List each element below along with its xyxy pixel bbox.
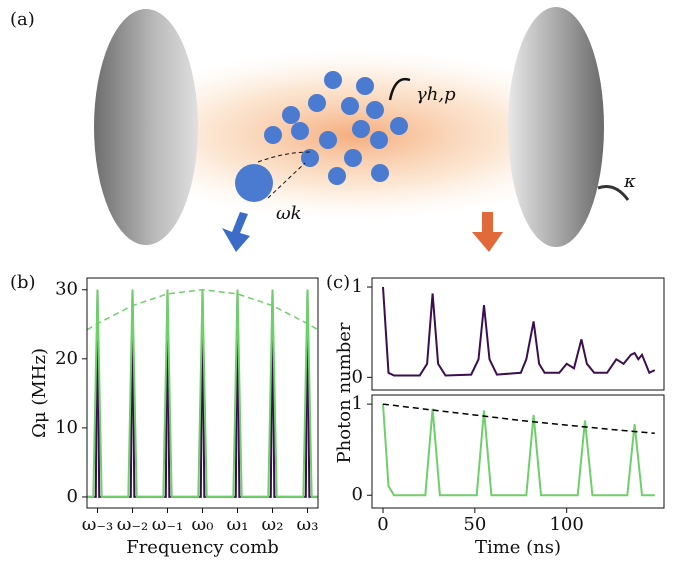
cavity-diagram: (a) γh,p κ ωk xyxy=(10,7,636,252)
blue-arrow xyxy=(222,212,250,252)
mirror-left xyxy=(94,9,198,245)
orange-arrow xyxy=(472,212,503,252)
x-tick-label: 0 xyxy=(377,514,388,535)
y-tick-label: 30 xyxy=(55,279,78,300)
gamma-label: γh,p xyxy=(416,84,456,105)
zoom-lines xyxy=(257,151,311,199)
plot-frame xyxy=(86,277,319,509)
y-tick-label: 1 xyxy=(352,393,363,414)
panel-label: (c) xyxy=(326,272,350,293)
y-tick-label: 20 xyxy=(55,348,78,369)
omega-label: ωk xyxy=(276,203,302,224)
series-line xyxy=(382,404,655,497)
y-tick-label: 0 xyxy=(352,366,363,387)
x-tick-label: ω₀ xyxy=(192,514,214,535)
x-tick-label: ω₋₁ xyxy=(152,514,183,535)
y-tick-label: 10 xyxy=(55,417,78,438)
panel-label: (b) xyxy=(10,272,36,293)
y-axis-label: Photon number xyxy=(334,322,355,463)
x-tick-label: ω₁ xyxy=(227,514,249,535)
x-tick-label: 50 xyxy=(463,514,486,535)
series-line xyxy=(382,286,656,377)
x-tick-label: 100 xyxy=(549,514,583,535)
y-tick-label: 0 xyxy=(352,484,363,505)
decay-arrow xyxy=(388,77,411,101)
kappa-label: κ xyxy=(623,171,636,192)
y-tick-label: 1 xyxy=(352,276,363,297)
x-tick-label: ω₃ xyxy=(297,514,319,535)
y-axis-label: Ωμ (MHz) xyxy=(29,348,50,438)
x-tick-label: ω₂ xyxy=(262,514,284,535)
x-tick-label: ω₋₃ xyxy=(82,514,113,535)
atoms xyxy=(235,71,408,202)
panel-label: (a) xyxy=(10,9,35,30)
series-line xyxy=(86,288,319,331)
y-tick-label: 0 xyxy=(67,486,78,507)
mirror-right xyxy=(508,7,604,247)
x-axis-label: Frequency comb xyxy=(126,537,279,558)
plot-frame xyxy=(371,394,665,509)
plot-frame xyxy=(371,277,665,391)
x-axis-label: Time (ns) xyxy=(475,537,561,558)
leak-arrow xyxy=(597,185,630,201)
x-tick-label: ω₋₂ xyxy=(117,514,148,535)
series-line xyxy=(382,403,655,435)
